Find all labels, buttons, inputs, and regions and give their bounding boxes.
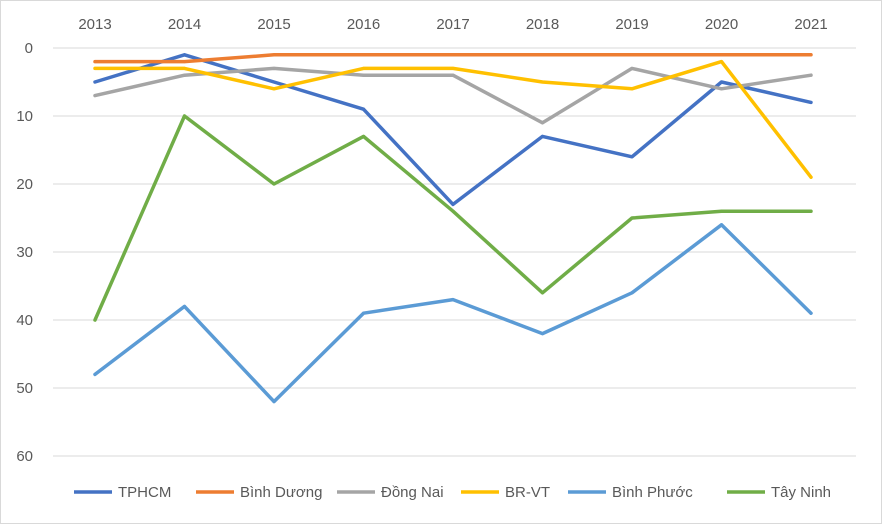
data-point <box>720 223 723 227</box>
data-point <box>183 114 186 118</box>
data-point <box>809 209 813 213</box>
data-point <box>809 100 813 104</box>
legend-label: Đồng Nai <box>381 484 444 501</box>
x-tick-label: 2020 <box>705 16 738 33</box>
data-point <box>720 87 723 91</box>
data-point <box>183 73 186 77</box>
data-point <box>630 53 634 57</box>
data-point <box>93 318 97 322</box>
legend: TPHCM Bình Dương Đồng Nai BR-VT Bình Phước Tâ… <box>74 484 831 501</box>
x-tick-label: 2017 <box>436 16 469 33</box>
legend-label: Bình Dương <box>240 484 322 501</box>
data-point <box>451 73 455 77</box>
data-point <box>451 209 455 213</box>
data-point <box>630 216 634 220</box>
data-point <box>93 94 97 98</box>
data-point <box>451 66 455 70</box>
data-point <box>272 87 276 91</box>
data-point <box>451 53 455 57</box>
data-point <box>541 291 544 295</box>
x-tick-label: 2019 <box>615 16 648 33</box>
x-tick-label: 2018 <box>526 16 559 33</box>
data-point <box>183 66 186 70</box>
data-point <box>272 80 276 84</box>
data-point <box>272 53 276 57</box>
data-point <box>362 311 365 315</box>
series-line-5 <box>93 223 813 404</box>
data-point <box>541 121 544 125</box>
legend-label: BR-VT <box>505 484 550 501</box>
data-point <box>809 175 813 179</box>
data-point <box>93 80 97 84</box>
x-tick-label: 2014 <box>168 16 201 33</box>
data-point <box>272 400 276 404</box>
data-point <box>93 60 97 64</box>
series-line-4 <box>93 59 813 179</box>
x-tick-label: 2016 <box>347 16 380 33</box>
data-point <box>272 66 276 70</box>
data-point <box>630 291 634 295</box>
x-tick-label: 2015 <box>257 16 290 33</box>
y-tick-label: 20 <box>16 176 33 193</box>
data-point <box>541 53 544 57</box>
data-point <box>183 53 186 57</box>
data-point <box>541 134 544 138</box>
data-point <box>362 134 365 138</box>
data-point <box>541 332 544 336</box>
y-tick-label: 0 <box>25 40 33 57</box>
y-tick-label: 50 <box>16 380 33 397</box>
series-line-6 <box>93 114 813 322</box>
y-tick-label: 30 <box>16 244 33 261</box>
data-point <box>183 304 186 308</box>
data-point <box>809 53 813 57</box>
data-point <box>720 53 723 57</box>
data-point <box>362 53 365 57</box>
legend-label: TPHCM <box>118 484 171 501</box>
x-axis-ticks: 2013 2014 2015 2016 2017 2018 2019 2020 2021 <box>78 16 827 33</box>
y-tick-label: 40 <box>16 312 33 329</box>
data-point <box>272 182 276 186</box>
legend-label: Bình Phước <box>612 484 693 501</box>
data-point <box>541 80 544 84</box>
data-point <box>809 73 813 77</box>
data-point <box>809 311 813 315</box>
data-point <box>630 155 634 159</box>
data-point <box>630 87 634 91</box>
x-tick-label: 2013 <box>78 16 111 33</box>
y-tick-label: 10 <box>16 108 33 125</box>
data-point <box>720 60 723 64</box>
data-point <box>93 66 97 70</box>
y-axis-ticks: 0 10 20 30 40 50 60 <box>16 40 33 465</box>
gridlines <box>53 47 856 457</box>
data-point <box>451 298 455 302</box>
data-point <box>93 372 97 376</box>
data-point <box>362 66 365 70</box>
y-tick-label: 60 <box>16 448 33 465</box>
x-tick-label: 2021 <box>794 16 827 33</box>
data-point <box>362 107 365 111</box>
data-point <box>630 66 634 70</box>
data-point <box>720 209 723 213</box>
data-point <box>720 80 723 84</box>
data-point <box>451 202 455 206</box>
series-lines <box>93 53 813 404</box>
data-point <box>183 60 186 64</box>
data-point <box>362 73 365 77</box>
legend-label: Tây Ninh <box>771 484 831 501</box>
